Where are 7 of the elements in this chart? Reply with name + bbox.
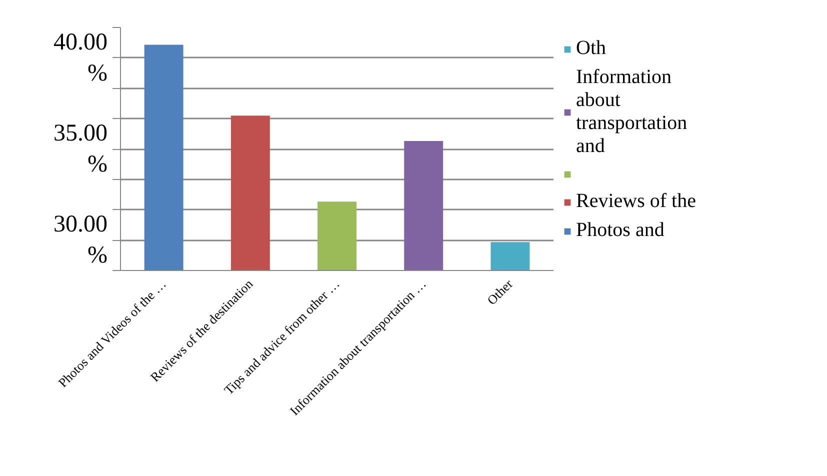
legend-label: Reviews of the bbox=[576, 190, 696, 213]
legend-label: Information about transportation and bbox=[576, 66, 688, 158]
legend-label: Photos and bbox=[576, 219, 664, 242]
y-tick-label: 30.00 % bbox=[54, 211, 108, 269]
y-tick-label: 35.00 % bbox=[54, 120, 108, 178]
legend-label: Oth bbox=[576, 37, 606, 60]
y-tick-label: 40.00 % bbox=[54, 29, 108, 87]
